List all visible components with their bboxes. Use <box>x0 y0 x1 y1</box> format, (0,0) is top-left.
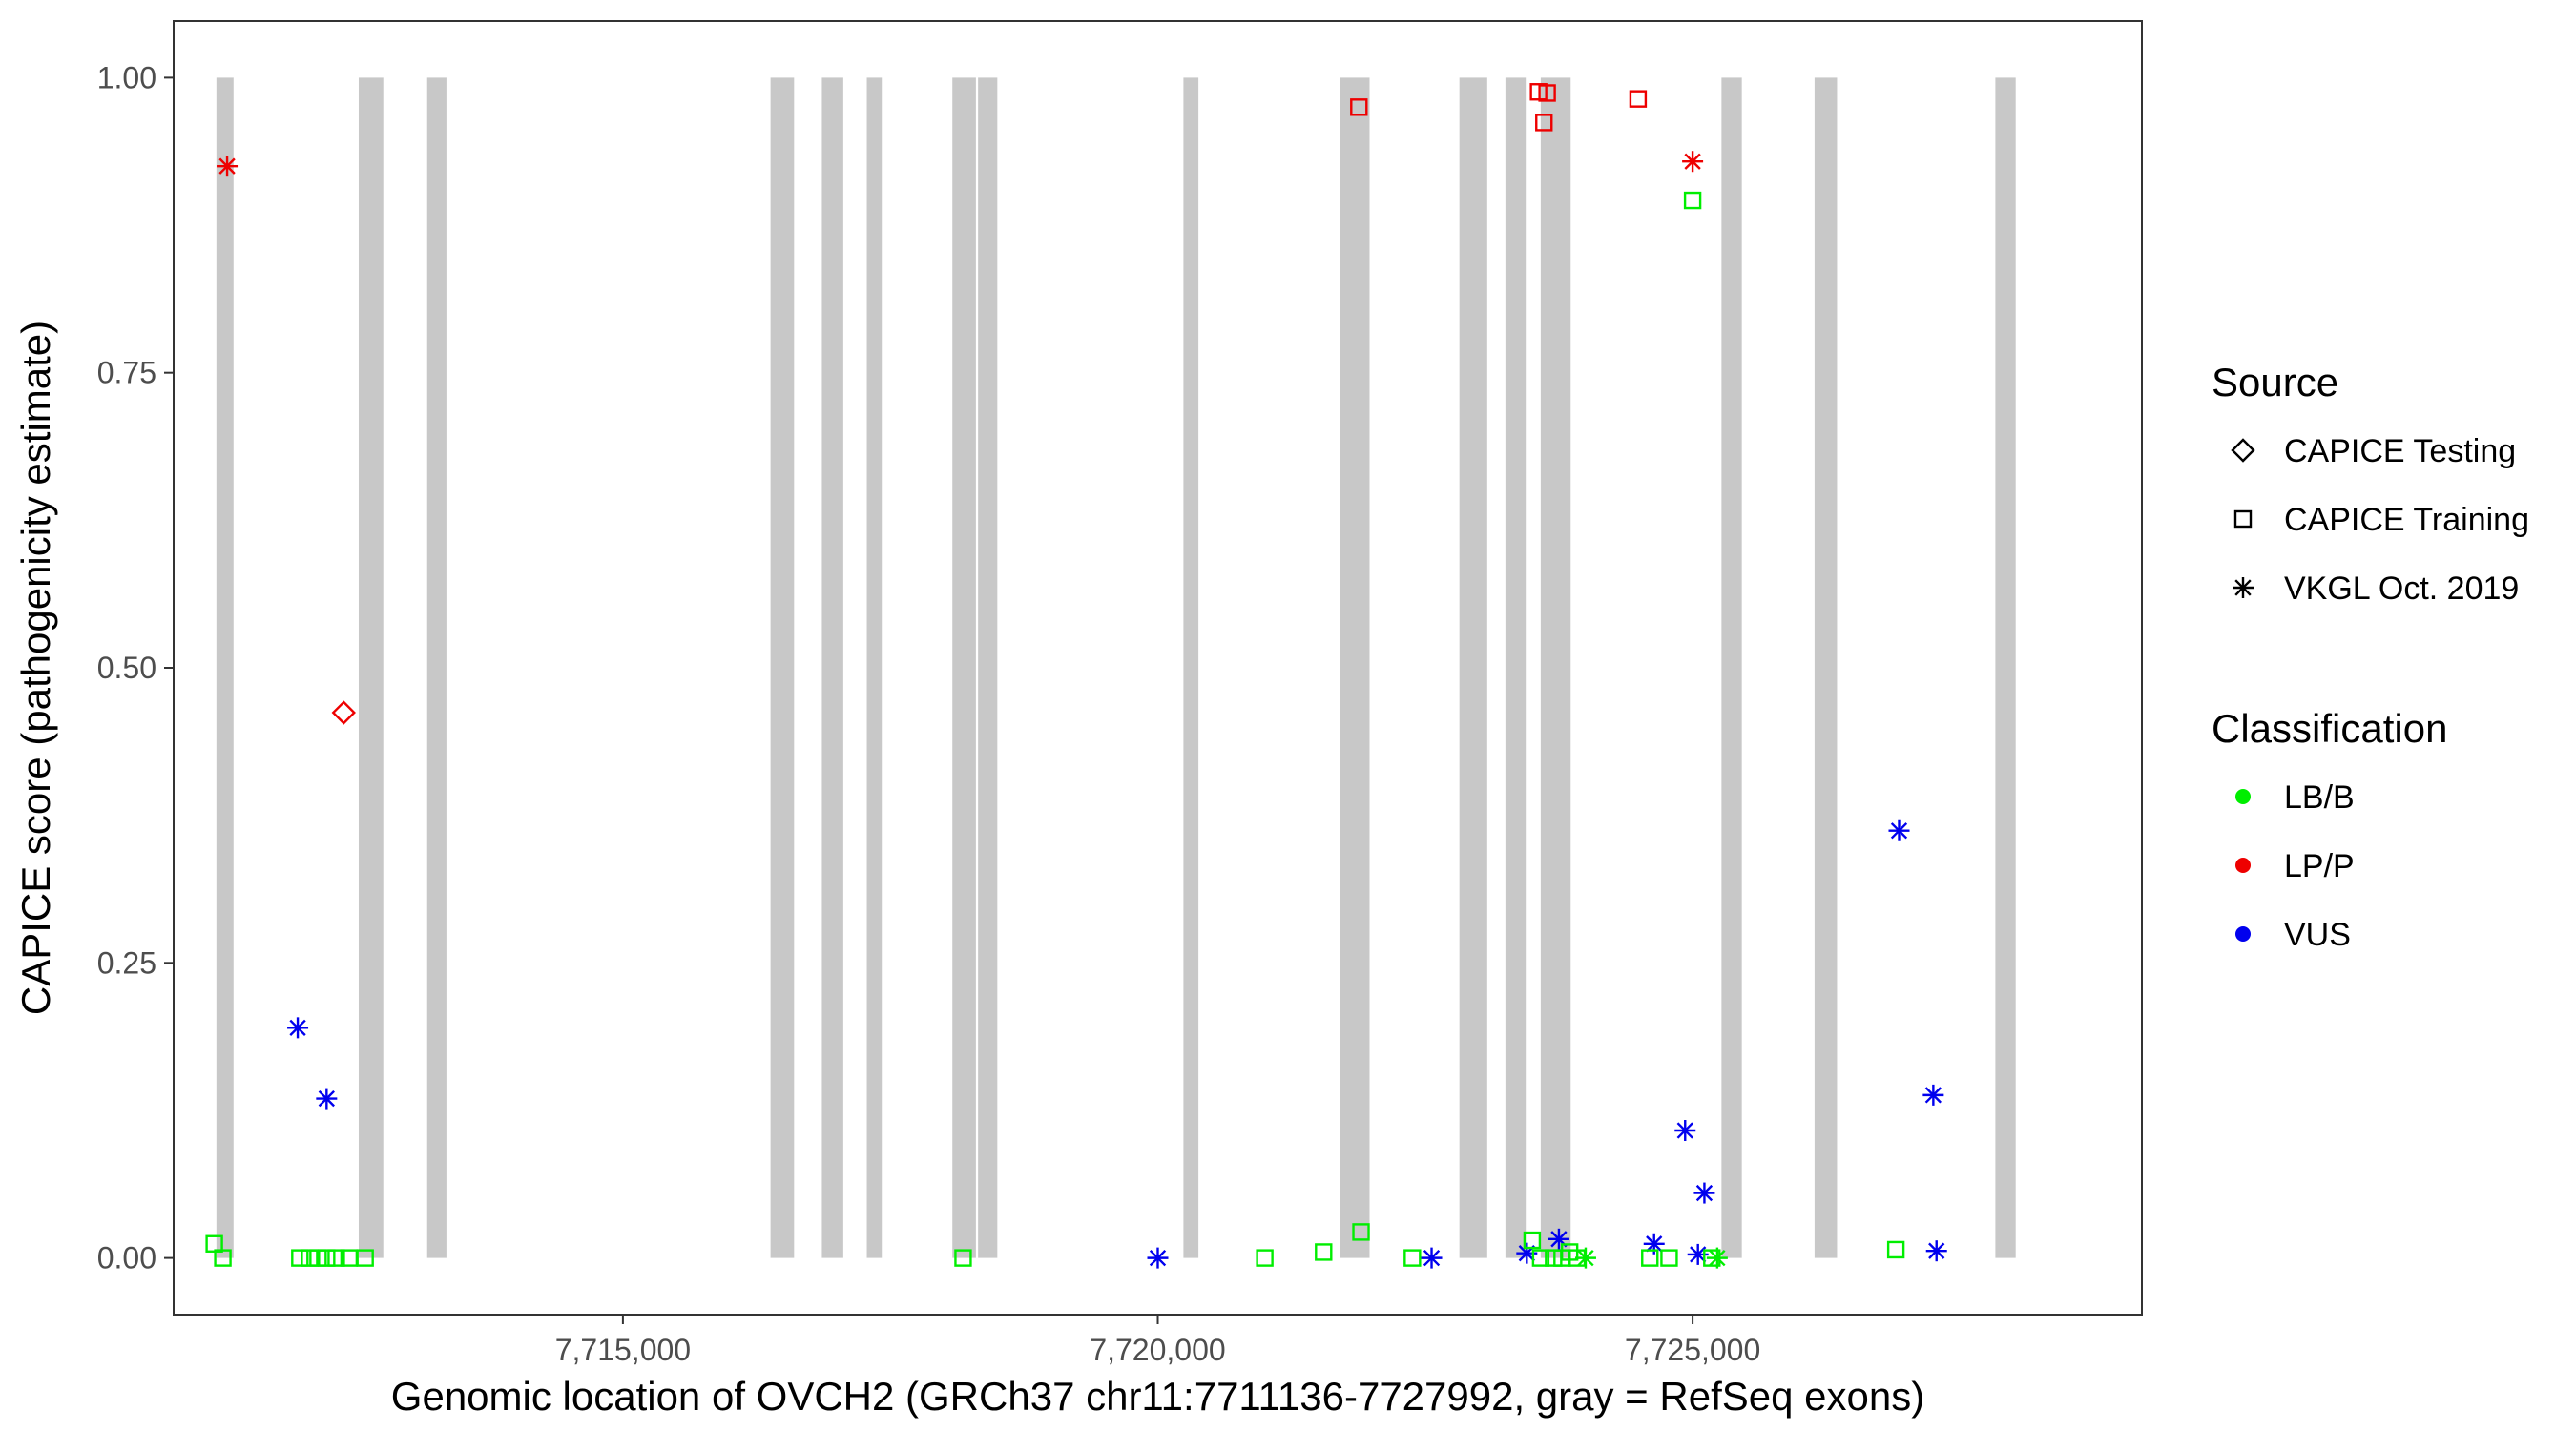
exon-band <box>770 77 795 1258</box>
data-point-asterisk <box>1574 1247 1596 1269</box>
exon-band <box>1540 77 1571 1258</box>
data-point-square <box>318 1249 336 1267</box>
data-point-asterisk <box>1687 1243 1709 1265</box>
exon-band <box>216 77 234 1258</box>
data-point-square <box>356 1249 374 1267</box>
exon-band <box>358 77 384 1258</box>
data-point-square <box>1256 1249 1274 1267</box>
exon-band <box>866 77 883 1258</box>
data-points <box>205 83 1947 1269</box>
data-point-square <box>214 1249 232 1267</box>
x-tick-label: 7,720,000 <box>1090 1333 1225 1367</box>
data-point-asterisk <box>1706 1247 1728 1269</box>
exon-band <box>1505 77 1527 1258</box>
legend-label: CAPICE Testing <box>2284 433 2516 469</box>
data-point-asterisk <box>1925 1240 1947 1262</box>
legend-label: LB/B <box>2284 779 2355 816</box>
y-tick-label: 0.00 <box>97 1241 156 1275</box>
data-point-asterisk <box>1693 1182 1715 1204</box>
legend-key-dot <box>2235 926 2251 942</box>
data-point-square <box>1629 90 1648 108</box>
exon-band <box>952 77 976 1258</box>
exon-band <box>821 77 843 1258</box>
data-point-square <box>1683 191 1702 210</box>
data-point-square <box>291 1249 309 1267</box>
exon-band <box>1995 77 2016 1258</box>
x-tick-label: 7,715,000 <box>555 1333 691 1367</box>
data-point-asterisk <box>1674 1119 1696 1141</box>
legend-key-asterisk <box>2233 577 2254 598</box>
data-point-square <box>1315 1243 1333 1261</box>
y-tick-label: 1.00 <box>97 60 156 94</box>
exon-band <box>1721 77 1742 1258</box>
data-point-square <box>327 1249 345 1267</box>
y-tick-label: 0.50 <box>97 651 156 685</box>
data-point-asterisk <box>1147 1247 1169 1269</box>
exon-band <box>1459 77 1487 1258</box>
data-point-square <box>1350 98 1368 116</box>
data-point-square <box>1641 1249 1659 1267</box>
legend-classification-title: Classification <box>2212 706 2447 751</box>
data-point-square <box>1523 1231 1542 1250</box>
legend-label: VUS <box>2284 917 2351 953</box>
data-point-square <box>1531 1249 1550 1267</box>
legend-label: VKGL Oct. 2019 <box>2284 570 2519 607</box>
legend-source-title: Source <box>2212 360 2338 404</box>
legend-label: CAPICE Training <box>2284 502 2529 538</box>
data-point-asterisk <box>1888 819 1910 841</box>
y-axis: 0.00 0.25 0.50 0.75 1.00 <box>97 60 174 1275</box>
data-point-diamond <box>331 700 356 725</box>
exon-band <box>978 77 998 1258</box>
x-axis-title: Genomic location of OVCH2 (GRCh37 chr11:… <box>391 1374 1924 1419</box>
data-point-asterisk <box>1922 1084 1944 1106</box>
plot-panel-border <box>173 20 2143 1316</box>
legend-key-square <box>2233 509 2253 529</box>
x-axis: 7,715,000 7,720,000 7,725,000 <box>555 1315 1760 1367</box>
data-point-asterisk <box>1643 1233 1665 1255</box>
data-point-square <box>954 1249 972 1267</box>
data-point-asterisk <box>1682 151 1704 173</box>
data-point-square <box>1886 1240 1905 1259</box>
y-tick-label: 0.75 <box>97 356 156 390</box>
y-axis-title: CAPICE score (pathogenicity estimate) <box>13 321 58 1015</box>
exon-band <box>426 77 447 1258</box>
data-point-asterisk <box>1548 1228 1569 1250</box>
x-tick-label: 7,725,000 <box>1625 1333 1760 1367</box>
legend-key-dot <box>2235 789 2251 804</box>
exon-band <box>1183 77 1199 1258</box>
exon-band <box>1340 77 1370 1258</box>
data-point-square <box>1403 1249 1422 1267</box>
data-point-square <box>1660 1249 1678 1267</box>
data-point-asterisk <box>287 1017 309 1039</box>
legend-key-diamond <box>2231 438 2255 463</box>
data-point-square <box>1352 1223 1370 1241</box>
data-point-square <box>1535 114 1553 132</box>
legend-label: LP/P <box>2284 848 2355 884</box>
data-point-asterisk <box>316 1088 338 1110</box>
data-point-asterisk <box>1421 1247 1443 1269</box>
legend-key-dot <box>2235 858 2251 873</box>
data-point-square <box>1538 84 1556 102</box>
y-tick-label: 0.25 <box>97 945 156 980</box>
exon-bands <box>216 77 2016 1258</box>
legend: Source Classification CAPICE Testing CAPI… <box>2212 360 2529 953</box>
exon-band <box>1814 77 1838 1258</box>
data-point-asterisk <box>217 156 239 177</box>
